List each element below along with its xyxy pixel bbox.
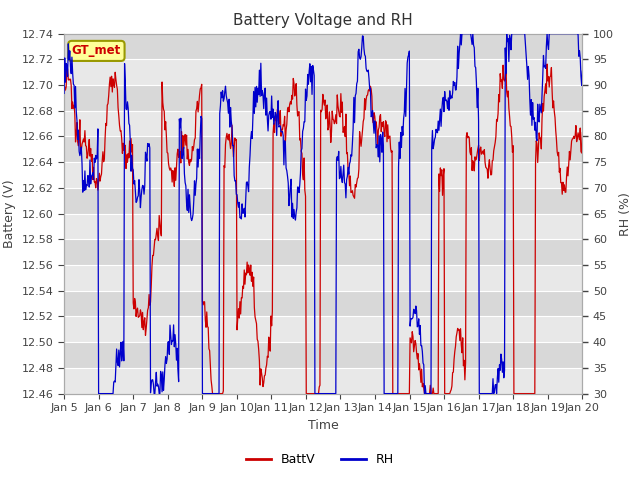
Text: GT_met: GT_met: [72, 44, 121, 58]
X-axis label: Time: Time: [308, 419, 339, 432]
Bar: [64, 265, 582, 291]
Y-axis label: Battery (V): Battery (V): [3, 180, 16, 248]
Y-axis label: RH (%): RH (%): [620, 192, 632, 236]
Bar: [64, 60, 582, 85]
Bar: [64, 316, 582, 342]
Bar: [64, 85, 582, 111]
Title: Battery Voltage and RH: Battery Voltage and RH: [234, 13, 413, 28]
Bar: [64, 240, 582, 265]
Bar: [64, 162, 582, 188]
Bar: [64, 214, 582, 240]
Bar: [64, 111, 582, 136]
Bar: [64, 34, 582, 60]
Bar: [64, 342, 582, 368]
Legend: BattV, RH: BattV, RH: [241, 448, 399, 471]
Bar: [64, 368, 582, 394]
Bar: [64, 188, 582, 214]
Bar: [64, 291, 582, 316]
Bar: [64, 136, 582, 162]
